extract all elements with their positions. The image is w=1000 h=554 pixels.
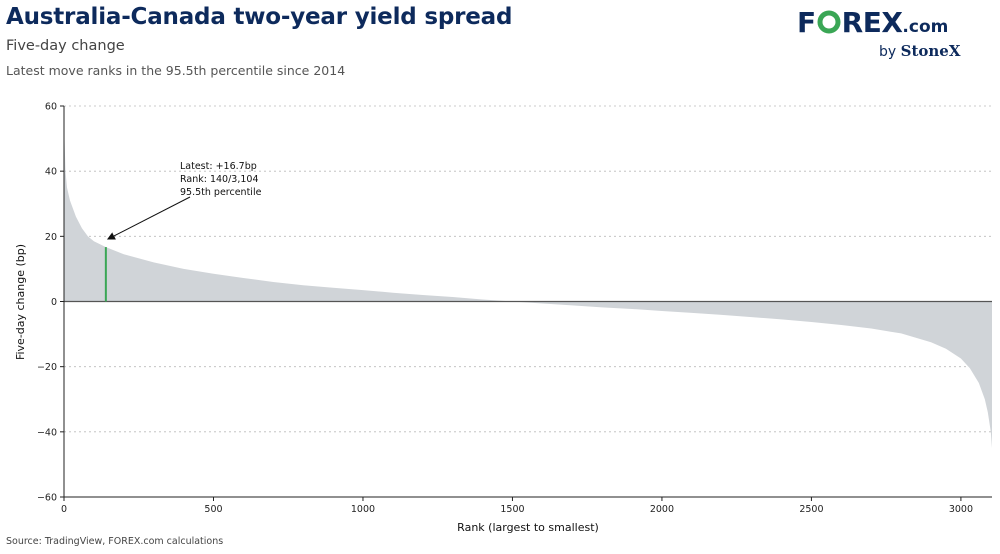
y-tick-label: −40: [37, 427, 57, 438]
annotation-arrow: [106, 196, 191, 240]
y-ticks: 60 40 20 0 −20 −40 −60: [37, 102, 64, 504]
y-tick-label: −60: [37, 493, 57, 504]
x-tick-label: 1000: [351, 504, 375, 515]
y-tick-label: 0: [51, 297, 57, 308]
logo-wordmark: F REX.com: [797, 6, 949, 39]
x-axis-label: Rank (largest to smallest): [457, 521, 599, 534]
x-tick-label: 0: [61, 504, 67, 515]
x-tick-label: 1500: [500, 504, 524, 515]
y-tick-label: 60: [45, 102, 57, 113]
area-series: [64, 132, 993, 449]
annotation-line: Latest: +16.7bp: [180, 161, 257, 172]
chart-subtitle: Five-day change: [6, 38, 125, 54]
y-tick-label: 40: [45, 167, 57, 178]
x-tick-label: 3000: [949, 504, 973, 515]
y-tick-label: 20: [45, 232, 57, 243]
y-tick-label: −20: [37, 362, 57, 373]
x-ticks: 0 500 1000 1500 2000 2500 3000: [61, 497, 973, 515]
chart-note: Latest move ranks in the 95.5th percenti…: [6, 63, 346, 78]
forex-logo: F REX.com by StoneX: [795, 6, 975, 68]
grid-lines: [64, 105, 992, 433]
logo-byline: by StoneX: [879, 42, 961, 60]
x-tick-label: 2500: [799, 504, 823, 515]
y-axis-label: Five-day change (bp): [14, 244, 27, 360]
annotation: Latest: +16.7bp Rank: 140/3,104 95.5th per…: [106, 161, 262, 240]
annotation-line: Rank: 140/3,104: [180, 174, 259, 185]
logo-o-icon: [817, 10, 841, 34]
chart-title: Australia-Canada two-year yield spread: [6, 4, 513, 30]
x-tick-label: 500: [204, 504, 222, 515]
source-note: Source: TradingView, FOREX.com calculati…: [6, 536, 224, 547]
x-tick-label: 2000: [650, 504, 674, 515]
annotation-line: 95.5th percentile: [180, 187, 262, 198]
